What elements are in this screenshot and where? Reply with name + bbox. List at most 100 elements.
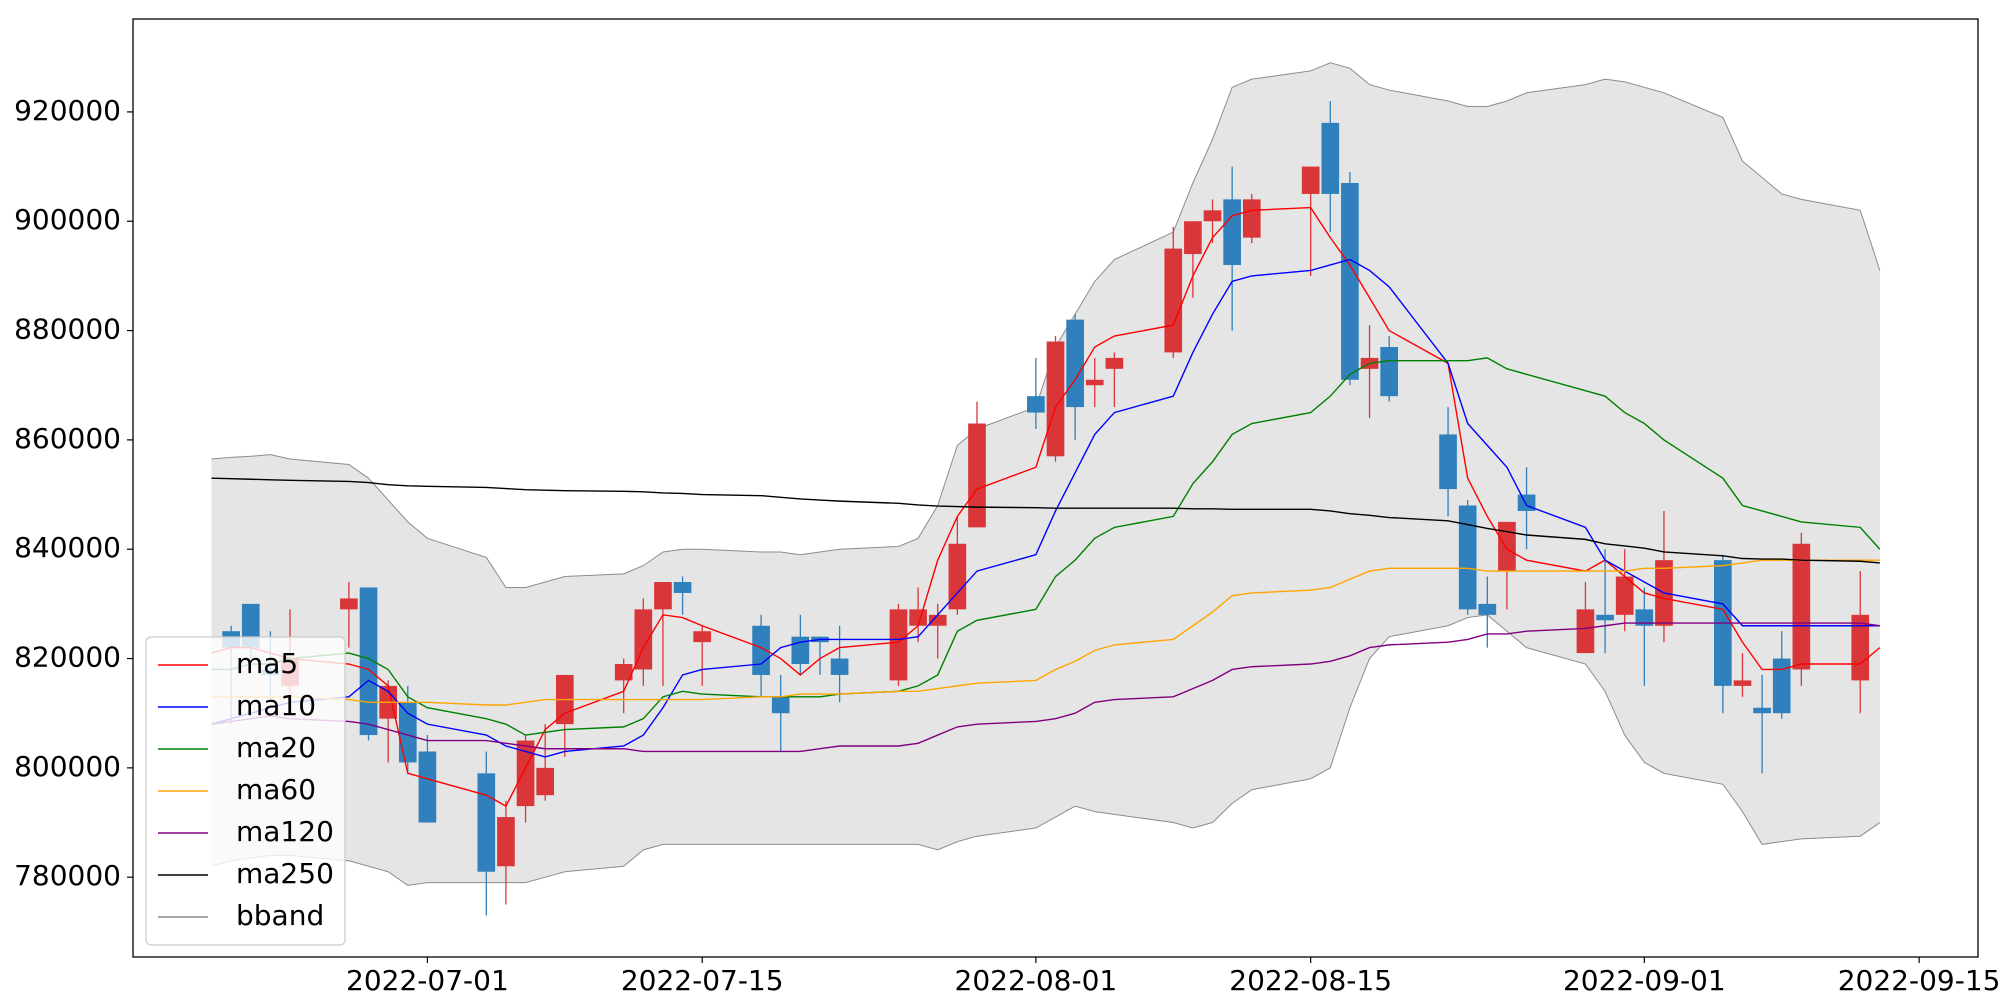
candle xyxy=(1733,653,1752,697)
candle-body xyxy=(1635,609,1654,626)
legend: ma5 ma10 ma20 ma60 ma120 ma250 bband xyxy=(145,636,346,946)
candle-body xyxy=(1733,680,1752,686)
candle-body xyxy=(1184,221,1202,255)
y-tick-label: 900000 xyxy=(14,203,121,236)
candle-body xyxy=(1066,319,1084,408)
y-tick-label: 780000 xyxy=(14,859,121,892)
candle-body xyxy=(948,543,967,610)
candle-body xyxy=(1027,396,1045,413)
candle xyxy=(948,516,967,615)
candle-body xyxy=(928,614,947,626)
candle-body xyxy=(1478,603,1497,615)
legend-label: ma5 xyxy=(236,647,298,680)
candle xyxy=(968,401,986,528)
legend-box xyxy=(145,636,346,946)
candle-body xyxy=(693,631,712,643)
candle xyxy=(909,587,927,643)
x-tick-label: 2022-08-01 xyxy=(955,964,1118,997)
candle-body xyxy=(398,702,417,763)
candle xyxy=(1105,352,1124,408)
candle xyxy=(1478,576,1497,648)
y-tick-label: 820000 xyxy=(14,641,121,674)
x-tick-label: 2022-07-01 xyxy=(346,964,509,997)
candle xyxy=(771,674,790,752)
candle xyxy=(830,625,849,703)
y-tick-label: 860000 xyxy=(14,422,121,455)
candle-body xyxy=(340,598,358,610)
candle-body xyxy=(654,582,672,610)
candle xyxy=(1498,521,1516,610)
candle-body xyxy=(634,609,653,670)
candle-body xyxy=(830,658,849,675)
candle-body xyxy=(909,609,927,626)
ma-line xyxy=(211,258,1880,758)
candle xyxy=(634,598,653,686)
candle xyxy=(1772,631,1791,719)
candle-body xyxy=(359,587,378,736)
band-area xyxy=(211,62,1880,886)
candle-body xyxy=(1321,122,1340,194)
candle xyxy=(1615,549,1634,632)
candle xyxy=(1341,172,1359,386)
candle-body xyxy=(1242,199,1261,238)
candle xyxy=(693,625,712,686)
candle-body xyxy=(1085,379,1104,386)
candle-body xyxy=(418,751,437,823)
candle-body xyxy=(1223,199,1241,265)
candle-body xyxy=(1615,576,1634,615)
y-tick-label: 840000 xyxy=(14,531,121,564)
candle xyxy=(1792,532,1811,686)
candle xyxy=(340,582,358,648)
candle xyxy=(673,576,692,615)
candle xyxy=(1439,407,1457,517)
candle xyxy=(1458,500,1477,615)
candle-body xyxy=(1164,248,1183,353)
candle-body xyxy=(1792,543,1811,670)
candle xyxy=(1380,336,1399,402)
candle-body xyxy=(1851,614,1870,681)
candle xyxy=(654,582,672,686)
candle xyxy=(928,603,947,659)
band-line xyxy=(211,614,1881,886)
candle-body xyxy=(1439,434,1457,490)
candle-body xyxy=(889,609,908,681)
candle xyxy=(1242,193,1261,244)
legend-label: ma60 xyxy=(236,773,316,806)
candle-body xyxy=(1046,341,1065,457)
candle xyxy=(1576,582,1595,654)
candle-body xyxy=(1105,357,1124,369)
candle xyxy=(477,751,496,916)
candle-body xyxy=(752,625,770,675)
legend-label: ma120 xyxy=(236,815,334,848)
candle-body xyxy=(1301,166,1320,194)
x-tick-label: 2022-09-15 xyxy=(1838,964,2000,997)
candle-body xyxy=(673,582,692,593)
candle xyxy=(1301,166,1320,276)
candle xyxy=(1085,357,1104,408)
candle xyxy=(1753,674,1771,774)
legend-label: ma10 xyxy=(236,689,316,722)
candle xyxy=(1596,549,1614,654)
ma-line xyxy=(211,477,1880,564)
legend-label: bband xyxy=(236,899,324,932)
y-tick-label: 920000 xyxy=(14,94,121,127)
candle xyxy=(359,587,378,741)
candle xyxy=(497,800,515,905)
candle xyxy=(536,724,555,801)
candle-body xyxy=(1596,614,1614,621)
candle xyxy=(1635,587,1654,686)
candle xyxy=(889,603,908,686)
candle-body xyxy=(477,773,496,872)
candle xyxy=(752,614,770,697)
candle-body xyxy=(1772,658,1791,714)
y-tick-label: 880000 xyxy=(14,313,121,346)
ma-line xyxy=(211,622,1880,753)
ma-line xyxy=(211,559,1880,706)
candle-body xyxy=(497,817,515,867)
ma-line xyxy=(211,357,1881,736)
candle-body xyxy=(614,664,633,681)
candle-body xyxy=(1458,505,1477,610)
candle-body xyxy=(536,767,555,796)
candle-body xyxy=(1576,609,1595,654)
